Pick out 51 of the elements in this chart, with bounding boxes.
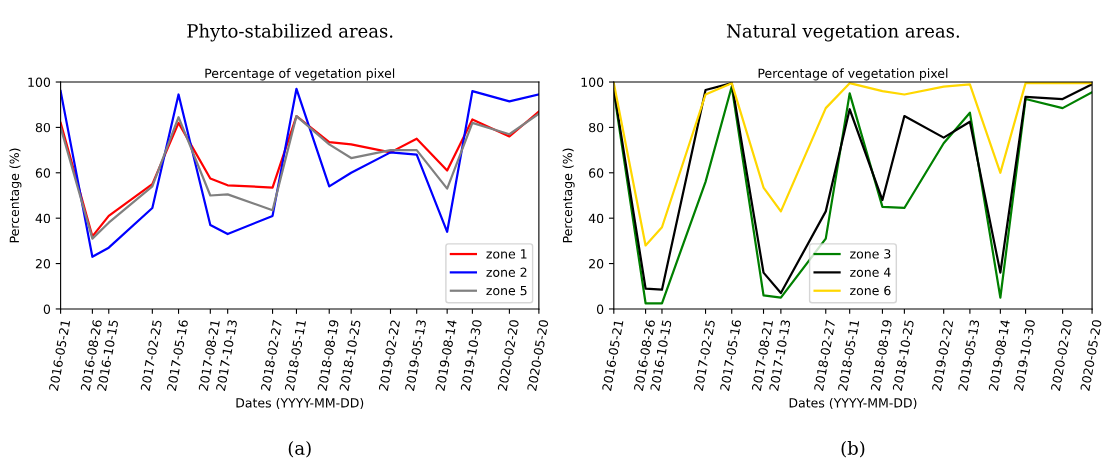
- text: (a): [288, 440, 311, 458]
- x-tick-label: 2019-05-13: [958, 319, 980, 391]
- y-tick-label: 0: [43, 304, 51, 314]
- x-axis-title: Dates (YYYY-MM-DD): [789, 397, 917, 410]
- chart-subtitle: Percentage of vegetation pixel: [205, 68, 395, 81]
- x-axis-title: Dates (YYYY-MM-DD): [236, 397, 364, 410]
- legend-label: zone 1: [486, 249, 527, 259]
- x-tick-label: 2019-10-30: [460, 319, 483, 391]
- y-tick-label: 40: [35, 213, 51, 224]
- y-tick-label: 20: [589, 259, 604, 269]
- x-tick-label: 2020-05-20: [526, 319, 549, 391]
- x-tick-label: 2018-10-25: [892, 319, 915, 391]
- x-tick-label: 2018-05-11: [284, 319, 307, 391]
- x-tick-label: 2018-05-11: [837, 319, 860, 391]
- x-tick-label: 2016-05-21: [48, 319, 71, 391]
- x-tick-label: 2019-10-30: [1013, 319, 1036, 391]
- x-tick-label: 2018-02-27: [260, 319, 283, 391]
- line-series: [60, 87, 539, 258]
- legend-label: zone 4: [850, 267, 891, 277]
- x-tick-label: 2018-02-27: [813, 319, 836, 391]
- y-tick-label: 0: [596, 304, 604, 314]
- y-tick-label: 80: [589, 122, 604, 133]
- y-axis-title: Percentage (%): [9, 148, 22, 243]
- x-tick-label: 2016-05-21: [601, 319, 624, 391]
- x-tick-label: 2019-02-22: [378, 319, 401, 391]
- y-tick-label: 100: [28, 77, 51, 87]
- y-tick-label: 40: [588, 213, 604, 224]
- legend-label: zone 6: [850, 285, 891, 296]
- x-tick-label: 2020-02-20: [497, 319, 520, 391]
- x-tick-label: 2017-05-16: [719, 319, 742, 391]
- y-axis-title: Percentage (%): [562, 148, 575, 243]
- chart-subtitle: Percentage of vegetation pixel: [758, 68, 948, 81]
- y-tick-label: 60: [589, 168, 604, 178]
- y-tick-label: 100: [581, 77, 604, 87]
- legend-label: zone 2: [486, 267, 527, 277]
- y-tick-label: 80: [35, 122, 51, 133]
- text: (b): [841, 440, 865, 458]
- x-tick-label: 2019-05-13: [404, 319, 427, 391]
- x-tick-label: 2017-02-25: [140, 319, 163, 391]
- y-tick-label: 60: [35, 168, 51, 178]
- x-tick-label: 2017-05-16: [166, 319, 189, 391]
- x-tick-label: 2019-08-14: [988, 319, 1011, 391]
- x-tick-label: 2018-08-19: [870, 319, 893, 391]
- x-tick-label: 2019-02-22: [931, 319, 954, 391]
- y-tick-label: 20: [35, 259, 51, 269]
- x-tick-label: 2020-02-20: [1050, 319, 1073, 391]
- legend-label: zone 3: [850, 249, 891, 259]
- legend-label: zone 5: [486, 286, 527, 296]
- x-tick-label: 2017-02-25: [693, 319, 716, 391]
- chart-title: Natural vegetation areas.: [726, 23, 959, 42]
- chart-title: Phyto-stabilized areas.: [187, 23, 393, 42]
